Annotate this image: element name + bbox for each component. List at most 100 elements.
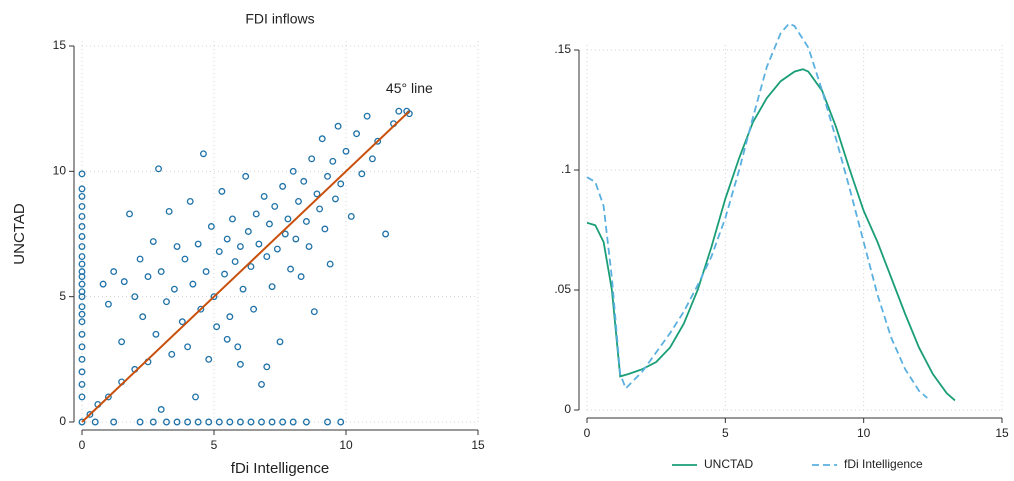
point (78, 288, 86, 296)
point (271, 202, 279, 210)
point (229, 215, 236, 223)
point (197, 305, 205, 313)
point (78, 355, 86, 363)
point (184, 418, 192, 426)
y-tick-label: 15 (53, 38, 67, 52)
point (363, 112, 371, 120)
point (258, 380, 265, 388)
point (279, 418, 287, 426)
y-tick-label: 0 (59, 414, 66, 428)
point (236, 360, 244, 368)
point (126, 210, 133, 218)
point (368, 155, 376, 163)
legend-label: UNCTAD (704, 457, 753, 471)
point (289, 167, 297, 175)
point (207, 223, 215, 230)
point (78, 330, 86, 338)
y-tick-label: 0 (564, 402, 571, 416)
point (215, 418, 223, 426)
point (342, 147, 350, 155)
point (226, 418, 234, 426)
point (324, 418, 331, 426)
point (78, 368, 86, 376)
point (308, 155, 316, 163)
point (295, 197, 302, 205)
point (353, 130, 361, 138)
point (104, 393, 112, 401)
x-tick-label: 15 (995, 426, 1009, 440)
point (347, 213, 355, 220)
point (192, 393, 199, 401)
point (152, 330, 160, 338)
point (284, 215, 292, 223)
x-tick-label: 0 (79, 438, 86, 452)
y-tick-label: .1 (561, 162, 571, 176)
point (163, 418, 170, 426)
point (136, 418, 144, 426)
point (104, 300, 112, 308)
point (247, 418, 255, 426)
point (289, 418, 297, 426)
point (205, 355, 213, 363)
y-tick-label: 5 (59, 289, 66, 303)
point (99, 280, 107, 288)
point (329, 157, 337, 165)
point (210, 293, 218, 301)
point (279, 182, 287, 190)
point (258, 418, 265, 426)
y-tick-label: .15 (554, 42, 571, 56)
point (194, 240, 202, 248)
point (239, 285, 247, 293)
point (287, 265, 295, 273)
point (139, 313, 147, 321)
point (263, 253, 271, 261)
point (395, 107, 403, 115)
point (78, 243, 86, 250)
point (194, 418, 202, 426)
point (244, 228, 252, 235)
point (78, 260, 86, 268)
point (374, 137, 382, 145)
point (265, 220, 273, 228)
point (189, 280, 197, 288)
point (276, 338, 284, 346)
annotation: 45° line (386, 80, 433, 96)
point (215, 248, 223, 255)
point (184, 343, 192, 351)
point (78, 253, 86, 261)
point (163, 298, 170, 306)
point (260, 192, 268, 200)
point (120, 278, 128, 286)
point (165, 207, 173, 215)
point (302, 218, 310, 225)
point (242, 172, 250, 180)
point (78, 318, 86, 326)
point (118, 338, 126, 346)
point (250, 305, 258, 313)
chart-title: FDI inflows (245, 11, 314, 27)
point (247, 263, 255, 271)
x-tick-label: 10 (339, 438, 353, 452)
point (205, 418, 213, 426)
point (181, 255, 189, 263)
point (78, 418, 86, 426)
point (78, 310, 86, 318)
point (223, 335, 231, 343)
point (78, 280, 86, 288)
point (178, 318, 186, 326)
reference-line (81, 110, 411, 423)
point (318, 135, 326, 143)
point (136, 255, 144, 263)
x-tick-label: 10 (857, 426, 871, 440)
point (78, 170, 86, 178)
point (231, 258, 239, 266)
point (78, 303, 86, 311)
point (234, 343, 242, 351)
point (199, 150, 207, 158)
y-tick-label: 10 (53, 164, 67, 178)
point (331, 195, 339, 203)
point (202, 268, 210, 276)
point (268, 283, 276, 291)
line (586, 68, 956, 402)
